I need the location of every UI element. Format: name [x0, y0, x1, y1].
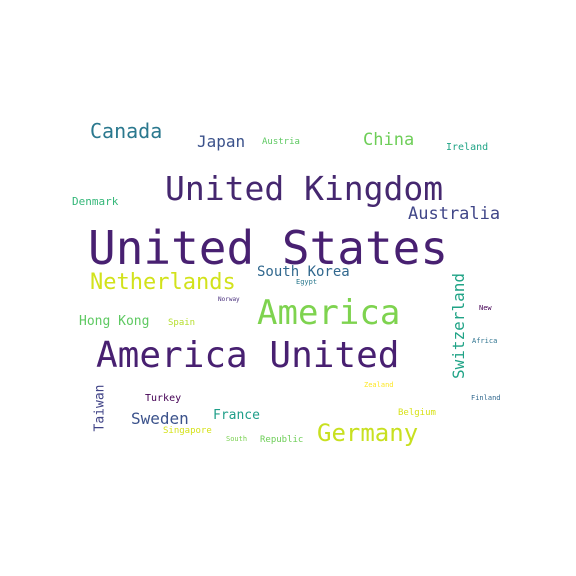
word-denmark: Denmark — [72, 195, 119, 208]
word-taiwan: Taiwan — [92, 384, 108, 432]
word-hong-kong: Hong Kong — [79, 314, 150, 329]
word-norway: Norway — [218, 296, 240, 303]
word-austria: Austria — [262, 137, 300, 147]
word-new: New — [479, 304, 492, 312]
word-united-kingdom: United Kingdom — [165, 169, 444, 208]
word-spain: Spain — [168, 318, 196, 328]
word-japan: Japan — [197, 132, 246, 151]
word-south: South — [226, 435, 248, 443]
word-netherlands: Netherlands — [90, 270, 236, 295]
word-singapore: Singapore — [163, 426, 212, 436]
word-america: America — [257, 293, 401, 333]
word-china: China — [363, 130, 415, 150]
word-australia: Australia — [408, 204, 501, 224]
word-switzerland: Switzerland — [449, 273, 468, 379]
word-finland: Finland — [471, 394, 501, 402]
word-africa: Africa — [472, 337, 498, 345]
word-republic: Republic — [260, 435, 304, 445]
word-turkey: Turkey — [145, 393, 182, 404]
word-ireland: Ireland — [446, 142, 489, 153]
word-canada: Canada — [90, 119, 163, 143]
word-france: France — [213, 408, 260, 423]
word-sweden: Sweden — [131, 409, 189, 428]
word-south-korea: South Korea — [257, 264, 350, 280]
word-egypt: Egypt — [296, 278, 318, 286]
word-zealand: Zealand — [364, 381, 394, 389]
word-united-states: United States — [88, 221, 449, 275]
word-belgium: Belgium — [398, 408, 436, 418]
word-germany: Germany — [317, 419, 419, 447]
word-america-united: America United — [96, 335, 400, 376]
